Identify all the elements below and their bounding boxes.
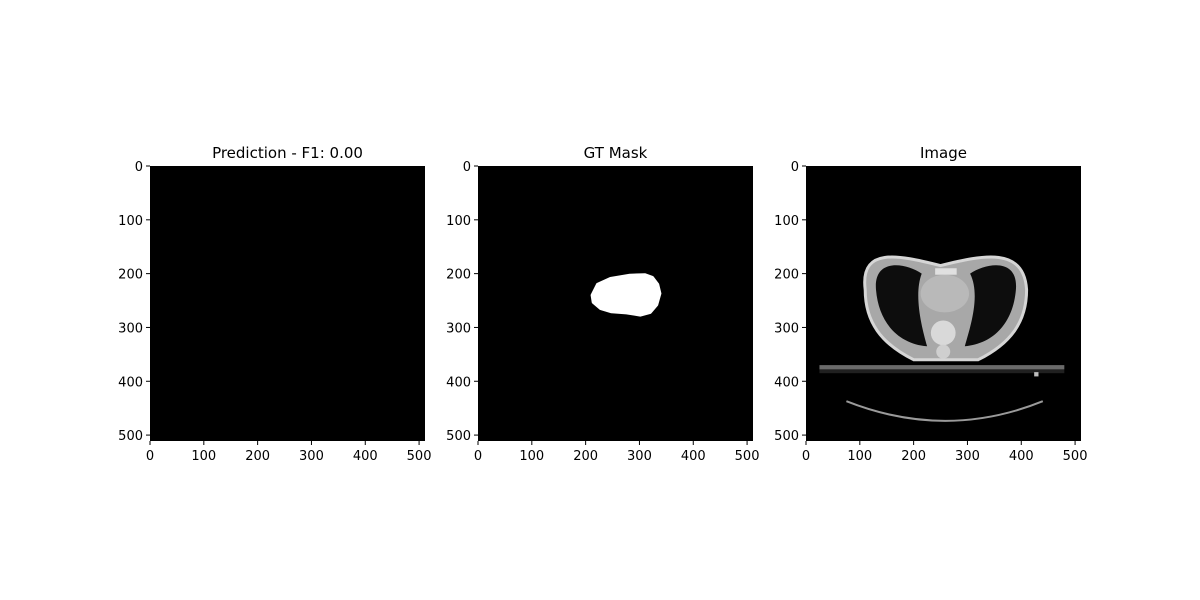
x-tick-label: 100	[847, 449, 872, 464]
y-tick-label: 400	[774, 375, 799, 390]
x-tick-label: 300	[299, 449, 324, 464]
y-tick-label: 100	[118, 214, 143, 229]
y-tick-label: 0	[135, 160, 143, 175]
x-tick-label: 200	[901, 449, 926, 464]
x-tick-label: 200	[245, 449, 270, 464]
y-tick-label: 300	[774, 321, 799, 336]
y-tick-label: 300	[446, 321, 471, 336]
panel-1: Prediction - F1: 0.000 100 200 300 400 500010…	[118, 144, 431, 464]
x-tick-label: 400	[1009, 449, 1034, 464]
y-tick-label: 200	[774, 268, 799, 283]
ct-gantry-arc	[846, 400, 1044, 422]
panel-title: Prediction - F1: 0.00	[212, 144, 363, 162]
x-tick-label: 0	[802, 449, 810, 464]
y-tick-label: 500	[446, 429, 471, 444]
image-area	[150, 166, 425, 441]
ct-left-lung	[875, 265, 928, 347]
x-tick-label: 300	[955, 449, 980, 464]
x-tick-label: 500	[1063, 449, 1088, 464]
ct-table-top	[819, 365, 1065, 370]
ct-sternum	[935, 268, 957, 275]
y-tick-label: 0	[463, 160, 471, 175]
x-tick-label: 300	[627, 449, 652, 464]
ct-table-body	[819, 369, 1065, 374]
y-tick-label: 400	[446, 375, 471, 390]
x-tick-label: 100	[191, 449, 216, 464]
y-tick-label: 200	[446, 268, 471, 283]
ct-spinal-process	[936, 344, 951, 359]
ct-right-lung	[964, 265, 1017, 347]
y-tick-label: 400	[118, 375, 143, 390]
y-tick-label: 100	[446, 214, 471, 229]
x-tick-label: 0	[474, 449, 482, 464]
x-tick-label: 400	[681, 449, 706, 464]
panel-title: GT Mask	[584, 144, 648, 162]
y-tick-label: 0	[791, 160, 799, 175]
x-tick-label: 100	[519, 449, 544, 464]
y-tick-label: 200	[118, 268, 143, 283]
ct-vertebra	[930, 320, 956, 346]
y-tick-label: 500	[118, 429, 143, 444]
ct-scan-image	[819, 255, 1065, 422]
x-tick-label: 500	[407, 449, 432, 464]
gt-mask-region	[590, 273, 662, 317]
ct-table-marker	[1034, 372, 1039, 377]
panel-title: Image	[920, 144, 967, 162]
ct-heart	[920, 274, 970, 313]
y-tick-label: 300	[118, 321, 143, 336]
panels-layer: Prediction - F1: 0.000 100 200 300 400 500010…	[118, 144, 1087, 464]
y-tick-label: 100	[774, 214, 799, 229]
x-tick-label: 200	[573, 449, 598, 464]
x-tick-label: 0	[146, 449, 154, 464]
x-tick-label: 500	[735, 449, 760, 464]
y-tick-label: 500	[774, 429, 799, 444]
x-tick-label: 400	[353, 449, 378, 464]
